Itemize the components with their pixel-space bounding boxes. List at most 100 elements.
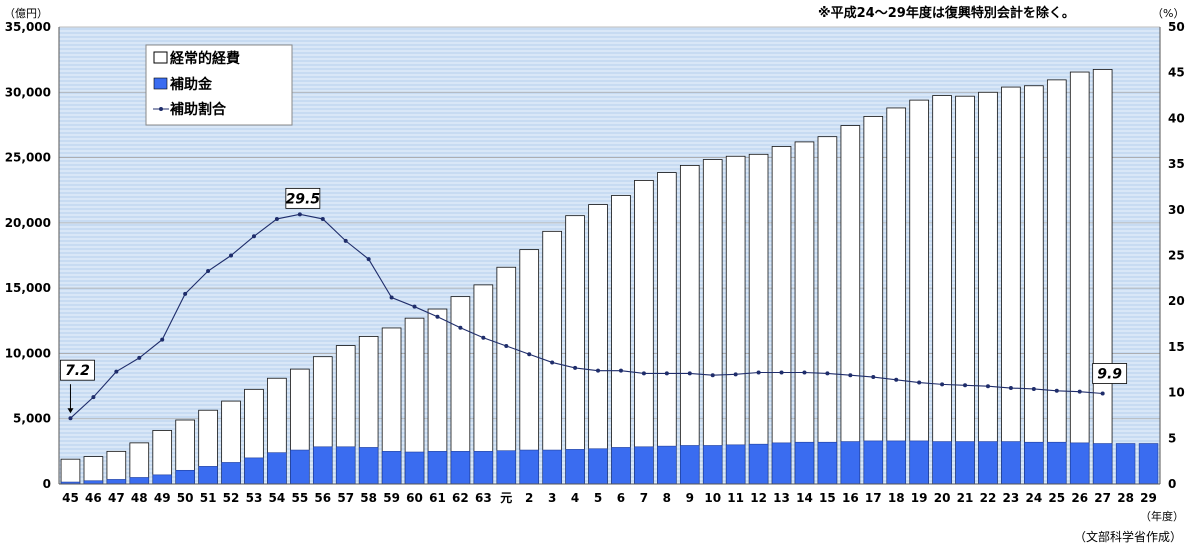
y-left-tick-label: 15,000: [5, 281, 51, 295]
y-right-tick-label: 15: [1168, 340, 1185, 354]
bar-subsidy: [748, 443, 769, 485]
legend-swatch-expense: [153, 51, 168, 64]
bar-expense: [1001, 86, 1021, 485]
x-tick-label: 6: [617, 491, 625, 505]
bar-subsidy: [404, 451, 425, 485]
axes: 0 5,000 10,000 15,000 20,000 25,000 30,000 35,0…: [5, 20, 1185, 505]
bar-expense: [817, 136, 838, 485]
bar-expense: [909, 99, 929, 485]
x-tick-label: 28: [1117, 491, 1134, 505]
y-right-tick-label: 50: [1168, 20, 1185, 34]
x-tick-label: 8: [663, 491, 671, 505]
x-tick-label: 61: [429, 491, 446, 505]
x-tick-label: 20: [934, 491, 951, 505]
x-tick-label: 14: [796, 491, 813, 505]
ratio-point: [114, 369, 119, 374]
x-tick-label: 15: [819, 491, 836, 505]
bar-subsidy: [542, 449, 562, 485]
legend-label-subsidy: 補助金: [169, 76, 213, 93]
bar-subsidy: [703, 445, 723, 485]
ratio-point: [206, 269, 211, 274]
ratio-point: [641, 371, 646, 376]
ratio-point: [687, 371, 692, 376]
x-tick-label: 9: [686, 491, 694, 505]
bar-expense: [955, 95, 975, 485]
bar-subsidy: [1115, 443, 1136, 485]
y-right-tick-label: 40: [1168, 111, 1185, 125]
x-tick-label: 4: [571, 491, 579, 505]
y-right-tick-label: 45: [1168, 66, 1185, 80]
ratio-point: [664, 371, 669, 376]
x-tick-label: 7: [640, 491, 648, 505]
ratio-point: [710, 373, 715, 378]
bar-expense: [932, 95, 952, 485]
source-credit: （文部科学省作成）: [1074, 529, 1182, 544]
bar-subsidy: [1092, 443, 1113, 485]
y-right-unit: （%）: [1152, 7, 1184, 20]
data-label: 7.2: [65, 363, 90, 379]
ratio-point: [733, 372, 738, 377]
ratio-point: [985, 384, 990, 389]
x-tick-label: 50: [177, 491, 194, 505]
x-tick-label: 17: [865, 491, 882, 505]
ratio-point: [160, 337, 165, 342]
x-tick-label: 11: [727, 491, 744, 505]
bar-expense: [748, 153, 769, 485]
bar-subsidy: [106, 479, 127, 485]
x-tick-label: 23: [1003, 491, 1020, 505]
ratio-point: [274, 216, 279, 221]
bar-expense: [565, 215, 585, 485]
ratio-point: [229, 253, 234, 258]
y-right-tick-label: 5: [1168, 431, 1176, 445]
data-label-box: [60, 359, 95, 381]
x-tick-label: 57: [337, 491, 354, 505]
x-tick-label: 12: [750, 491, 767, 505]
y-left-tick-label: 0: [43, 477, 51, 491]
bars: [60, 69, 1159, 485]
x-tick-label: 2: [525, 491, 533, 505]
bar-expense: [1069, 71, 1090, 485]
x-tick-label: 51: [200, 491, 217, 505]
y-left-unit: （億円）: [4, 7, 48, 20]
bar-expense: [634, 180, 654, 485]
bar-subsidy: [129, 477, 149, 485]
ratio-point: [825, 371, 830, 376]
ratio-point: [802, 370, 807, 375]
ratio-point: [573, 365, 578, 370]
bar-subsidy: [336, 446, 356, 485]
x-tick-label: 52: [223, 491, 240, 505]
legend-label-ratio: 補助割合: [169, 101, 227, 118]
x-tick-label: 49: [154, 491, 171, 505]
bar-subsidy: [152, 474, 172, 485]
ratio-point: [527, 352, 532, 357]
y-right-tick-label: 30: [1168, 203, 1185, 217]
ratio-point: [550, 360, 555, 365]
bar-subsidy: [565, 449, 585, 485]
ratio-point: [848, 373, 853, 378]
bar-subsidy: [244, 457, 264, 485]
ratio-point: [297, 212, 302, 217]
bar-subsidy: [840, 441, 861, 485]
ratio-point: [1100, 391, 1105, 396]
ratio-point: [320, 216, 325, 221]
ratio-polyline: [70, 213, 1103, 419]
x-tick-label: 19: [911, 491, 928, 505]
x-tick-label: 16: [842, 491, 859, 505]
y-left-tick-label: 30,000: [5, 85, 51, 99]
x-tick-label: 59: [383, 491, 400, 505]
x-tick-label: 27: [1094, 491, 1111, 505]
bar-expense: [519, 249, 540, 485]
bar-subsidy: [932, 441, 952, 485]
legend-label-expense: 経常的経費: [170, 50, 240, 67]
bar-subsidy: [886, 440, 906, 485]
bar-subsidy: [955, 441, 975, 485]
bar-subsidy: [863, 440, 883, 485]
x-tick-label: 60: [406, 491, 423, 505]
ratio-point: [779, 370, 784, 375]
x-tick-label: 29: [1140, 491, 1157, 505]
x-tick-label: 53: [246, 491, 263, 505]
ratio-point: [68, 416, 73, 421]
y-left-tick-label: 20,000: [5, 216, 51, 230]
bar-subsidy: [381, 451, 402, 485]
x-tick-label: 25: [1048, 491, 1065, 505]
